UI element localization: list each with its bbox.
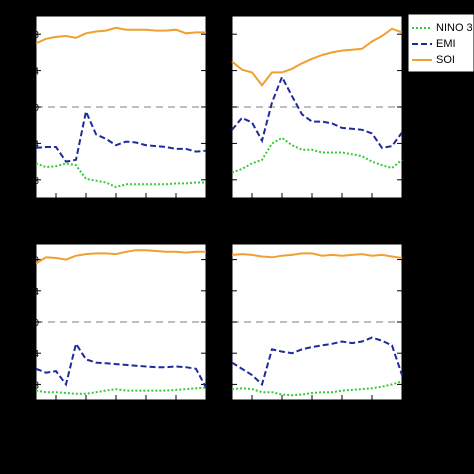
panel-title: DJF (1981-2010) (79, 3, 162, 15)
y-tick-label: -0.0 (22, 318, 40, 329)
legend-label-nino34: NINO 3.4 (436, 22, 474, 34)
panel-jja: JJA (1981-2010) 0.8 0.4 -0.0 -0.4 -0.8 1989 199… (22, 231, 218, 416)
x-tick-label: 2004 (391, 405, 414, 416)
x-tick-label: 1989 (241, 203, 264, 214)
panel-title: JJA (1981-2010) (81, 231, 162, 243)
y-tick-label: -0.8 (22, 380, 40, 391)
series-line-nino-3-4 (35, 162, 206, 189)
series-line-emi (35, 108, 207, 163)
x-tick-label: 1989 (45, 203, 68, 214)
x-tick-label: 2004 (195, 203, 218, 214)
x-tick-label: 1992 (271, 203, 294, 214)
x-tick-label: 1995 (105, 405, 128, 416)
y-tick-label: -0.4 (22, 349, 40, 360)
y-tick-label: 0.4 (25, 287, 39, 298)
x-tick-label: 2004 (391, 203, 414, 214)
x-tick-label: 1995 (301, 405, 324, 416)
panel-title: SON (1981-2010) (274, 231, 361, 243)
x-tick-label: 2004 (195, 405, 218, 416)
panel-djf: DJF (1981-2010) 0.8 0.4 -0.0 -0.4 -0.8 1989 199… (22, 3, 218, 214)
x-tick-label: 1998 (135, 203, 158, 214)
y-tick-label: 0.4 (25, 67, 39, 78)
x-tick-label: 1989 (45, 405, 68, 416)
x-tick-label: 1998 (331, 405, 354, 416)
series-line-soi (231, 252, 403, 259)
series-line-nino-3-4 (231, 136, 403, 174)
y-axis-title: Correlation (0, 168, 17, 251)
panel-son: SON (1981-2010) 1989 1992 1995 1998 2001 2004 (231, 231, 414, 416)
x-tick-label: 2001 (361, 203, 384, 214)
legend-box (407, 13, 474, 73)
x-tick-label: 1992 (75, 203, 98, 214)
series-line-soi (35, 249, 206, 265)
x-axis-title: Time (middle of 13-yr window) (123, 438, 351, 457)
y-tick-label: -0.8 (22, 176, 40, 187)
series-line-emi (35, 341, 207, 388)
panels-group: DJF (1981-2010) 0.8 0.4 -0.0 -0.4 -0.8 1989 199… (22, 3, 414, 416)
x-tick-label: 1998 (331, 203, 354, 214)
series-line-soi (231, 27, 403, 87)
x-tick-label: 1989 (241, 405, 264, 416)
x-tick-label: 1995 (301, 203, 324, 214)
x-tick-label: 1992 (75, 405, 98, 416)
series-line-nino-3-4 (231, 380, 403, 397)
series-line-emi (231, 74, 403, 149)
legend-label-emi: EMI (436, 38, 456, 50)
legend-label-soi: SOI (436, 54, 455, 66)
series-line-soi (35, 26, 206, 45)
x-tick-label: 2001 (165, 405, 188, 416)
panel-mam: MAM (1981-2010) 1989 1992 1995 1998 2001 2004 (231, 3, 414, 214)
x-tick-label: 2001 (165, 203, 188, 214)
series-line-nino-3-4 (35, 386, 207, 395)
panel-title: MAM (1981-2010) (273, 3, 362, 15)
y-tick-label: 0.8 (25, 30, 39, 41)
x-tick-label: 1995 (105, 203, 128, 214)
series-line-emi (231, 336, 403, 387)
legend: NINO 3.4 EMI SOI (407, 13, 474, 73)
x-tick-label: 1998 (135, 405, 158, 416)
y-tick-label: 0.8 (25, 256, 39, 267)
x-tick-label: 2001 (361, 405, 384, 416)
y-tick-label: -0.4 (22, 139, 40, 150)
y-tick-label: -0.0 (22, 103, 40, 114)
x-tick-label: 1992 (271, 405, 294, 416)
